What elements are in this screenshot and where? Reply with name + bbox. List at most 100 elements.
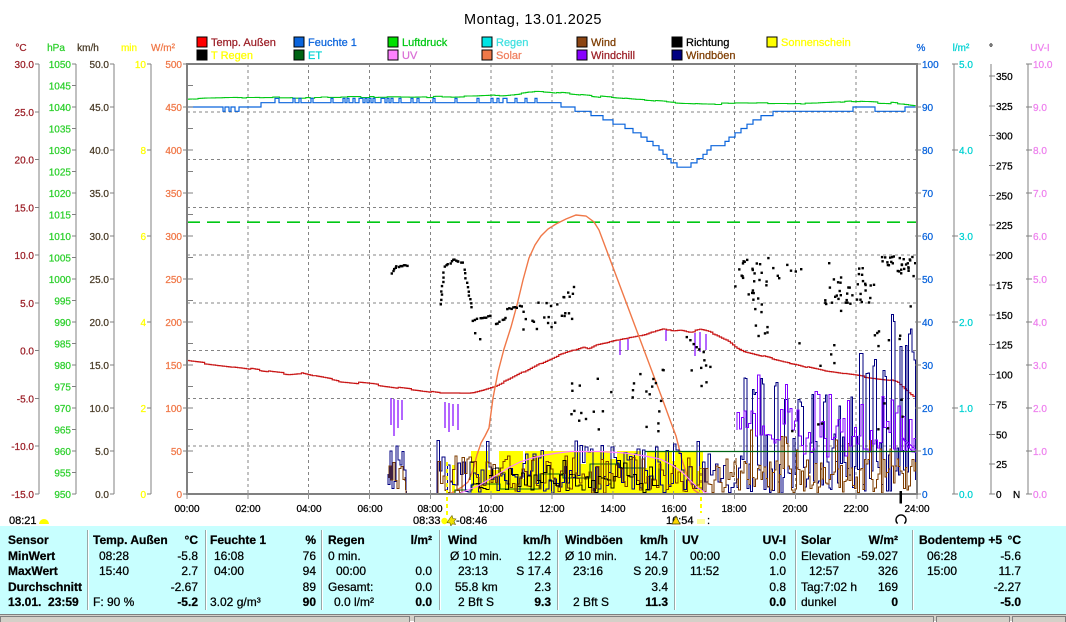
svg-text:%: %: [917, 43, 926, 54]
svg-text:50.0: 50.0: [90, 60, 110, 71]
svg-text:24:00: 24:00: [904, 504, 929, 515]
svg-text:3.0: 3.0: [959, 232, 973, 243]
svg-text:08:33: 08:33: [413, 515, 441, 527]
svg-text:30.0: 30.0: [90, 232, 110, 243]
svg-text:3.0: 3.0: [1033, 361, 1047, 372]
svg-text:1045: 1045: [49, 82, 72, 93]
svg-text:5.0: 5.0: [1033, 275, 1047, 286]
svg-text:8: 8: [140, 146, 146, 157]
svg-text:18:00: 18:00: [721, 504, 746, 515]
svg-text:45.0: 45.0: [90, 103, 110, 114]
svg-text:-15.0: -15.0: [11, 490, 34, 501]
svg-text:995: 995: [54, 297, 71, 308]
svg-text:300: 300: [996, 132, 1013, 143]
svg-text:UV: UV: [402, 50, 418, 62]
svg-text:150: 150: [996, 311, 1013, 322]
svg-text:0.0: 0.0: [1033, 490, 1047, 501]
svg-text:980: 980: [54, 361, 71, 372]
svg-text:1000: 1000: [49, 275, 72, 286]
svg-text:°C: °C: [15, 43, 26, 54]
svg-text:UV-I: UV-I: [1030, 43, 1049, 54]
svg-text:325: 325: [996, 102, 1013, 113]
svg-text:2: 2: [140, 404, 146, 415]
svg-text:Sonnenschein: Sonnenschein: [781, 37, 851, 49]
svg-text:20.0: 20.0: [15, 156, 35, 167]
svg-text:Montag, 13.01.2025: Montag, 13.01.2025: [464, 12, 602, 28]
svg-text:Solar: Solar: [496, 50, 522, 62]
svg-text:25.0: 25.0: [90, 275, 110, 286]
svg-text:5.0: 5.0: [95, 447, 109, 458]
svg-text:15.0: 15.0: [15, 203, 35, 214]
svg-text:hPa: hPa: [47, 43, 65, 54]
svg-text:10.0: 10.0: [15, 251, 35, 262]
svg-text:-5.0: -5.0: [17, 394, 35, 405]
svg-text:06:00: 06:00: [357, 504, 382, 515]
svg-text:10: 10: [922, 447, 934, 458]
svg-text:10:00: 10:00: [478, 504, 503, 515]
svg-text:1010: 1010: [49, 232, 72, 243]
svg-text:14:00: 14:00: [600, 504, 625, 515]
svg-text:0: 0: [996, 490, 1002, 501]
svg-text::: :: [707, 515, 710, 527]
svg-text:990: 990: [54, 318, 71, 329]
svg-text:4: 4: [140, 318, 146, 329]
svg-text:75: 75: [996, 400, 1008, 411]
svg-text:960: 960: [54, 447, 71, 458]
svg-text:200: 200: [996, 251, 1013, 262]
svg-text:90: 90: [922, 103, 934, 114]
svg-text:10.0: 10.0: [90, 404, 110, 415]
svg-text:5.0: 5.0: [959, 60, 973, 71]
svg-text:125: 125: [996, 341, 1013, 352]
svg-text:08:00: 08:00: [417, 504, 442, 515]
svg-text:950: 950: [54, 490, 71, 501]
svg-text:16:00: 16:00: [661, 504, 686, 515]
svg-text:0.0: 0.0: [20, 347, 34, 358]
svg-text:08:21: 08:21: [9, 515, 37, 527]
svg-text:l/m²: l/m²: [953, 43, 970, 54]
svg-text:5.0: 5.0: [20, 299, 34, 310]
svg-text:100: 100: [922, 60, 939, 71]
svg-text:1005: 1005: [49, 254, 72, 265]
svg-text:1040: 1040: [49, 103, 72, 114]
svg-text:00:00: 00:00: [174, 504, 199, 515]
svg-text:300: 300: [165, 232, 182, 243]
svg-text:1035: 1035: [49, 125, 72, 136]
svg-text:250: 250: [996, 191, 1013, 202]
svg-text:400: 400: [165, 146, 182, 157]
svg-text:60: 60: [922, 232, 934, 243]
svg-text:955: 955: [54, 469, 71, 480]
svg-text:1030: 1030: [49, 146, 72, 157]
svg-text:20: 20: [922, 404, 934, 415]
svg-text:Luftdruck: Luftdruck: [402, 37, 448, 49]
svg-text:450: 450: [165, 103, 182, 114]
svg-text:4.0: 4.0: [959, 146, 973, 157]
svg-text:1015: 1015: [49, 211, 72, 222]
svg-text:Wind: Wind: [591, 37, 616, 49]
svg-text:175: 175: [996, 281, 1013, 292]
svg-text:350: 350: [165, 189, 182, 200]
svg-text:100: 100: [996, 371, 1013, 382]
svg-text:1020: 1020: [49, 189, 72, 200]
svg-text:km/h: km/h: [77, 43, 99, 54]
svg-text:50: 50: [996, 430, 1008, 441]
svg-text:02:00: 02:00: [235, 504, 260, 515]
svg-text:10.0: 10.0: [1033, 60, 1053, 71]
svg-text:100: 100: [165, 404, 182, 415]
svg-text:Feuchte 1: Feuchte 1: [308, 37, 357, 49]
svg-text:10: 10: [135, 60, 147, 71]
svg-text:Temp. Außen: Temp. Außen: [211, 37, 276, 49]
svg-text:N: N: [1013, 490, 1020, 501]
svg-text:22:00: 22:00: [843, 504, 868, 515]
svg-text:40.0: 40.0: [90, 146, 110, 157]
svg-text:0: 0: [140, 490, 146, 501]
svg-text:0: 0: [176, 490, 182, 501]
svg-text:04:00: 04:00: [296, 504, 321, 515]
svg-text:Regen: Regen: [496, 37, 528, 49]
svg-text:min: min: [121, 43, 137, 54]
svg-text:30: 30: [922, 361, 934, 372]
svg-text:20:00: 20:00: [782, 504, 807, 515]
svg-text:-08:46: -08:46: [456, 515, 487, 527]
svg-text:350: 350: [996, 72, 1013, 83]
svg-text:7.0: 7.0: [1033, 189, 1047, 200]
svg-text:8.0: 8.0: [1033, 146, 1047, 157]
